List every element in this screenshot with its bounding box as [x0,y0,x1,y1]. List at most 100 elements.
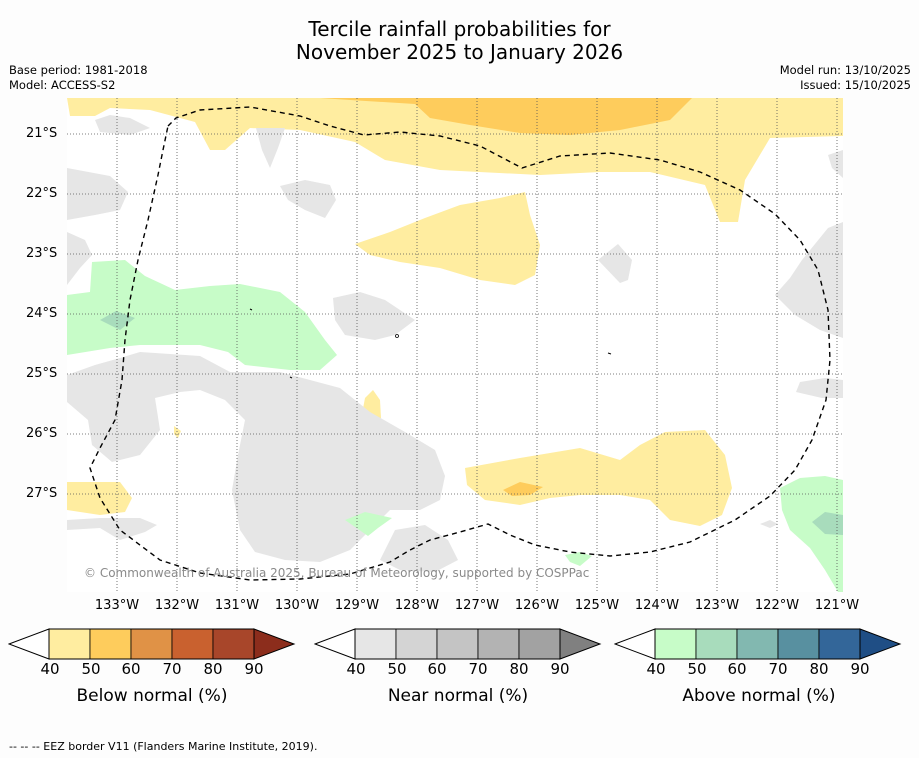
near-normal-region-spike [256,128,285,168]
lat-label: 23°S [26,246,58,261]
colorbar-tick: 90 [550,660,570,678]
below-normal-spot-small [174,426,181,438]
lon-label: 127°W [454,598,500,613]
colorbar-swatch [518,628,561,660]
lon-label: 133°W [94,598,140,613]
colorbar-near-normal [314,628,602,660]
colorbar-tick: 40 [40,660,60,678]
below-normal-50-region [320,98,692,135]
lon-label: 132°W [154,598,200,613]
near-normal-region-left-2 [67,232,92,285]
above-normal-50-region-east [812,512,843,535]
island-marker [607,352,612,355]
colorbar-tick: 50 [687,660,707,678]
colorbar-swatch [171,628,214,660]
issued-date: Issued: 15/10/2025 [800,78,911,92]
colorbar-tick: 60 [427,660,447,678]
lat-label: 21°S [26,126,58,141]
colorbar-swatch [436,628,479,660]
above-normal-region-west [67,260,337,370]
run-info: Model run: 13/10/2025 Issued: 15/10/2025 [780,63,911,93]
colorbar-tick: 40 [646,660,666,678]
colorbar-tick: 70 [162,660,182,678]
near-normal-region-bottom-left [67,518,157,540]
colorbar-tick: 80 [809,660,829,678]
lon-label: 126°W [514,598,560,613]
colorbar-swatch [695,628,738,660]
colorbar-below-normal [8,628,296,660]
colorbar-swatch [736,628,779,660]
colorbar-tick: 40 [346,660,366,678]
above-normal-region-small [565,552,592,566]
lon-label: 129°W [334,598,380,613]
below-normal-region-south-east [465,430,732,526]
colorbar-tick: 50 [81,660,101,678]
lon-label: 123°W [694,598,740,613]
colorbar-tick: 70 [468,660,488,678]
colorbar-swatches [354,628,561,660]
lat-label: 22°S [26,186,58,201]
copyright-notice: © Commonwealth of Australia 2025, Bureau… [84,566,590,580]
near-normal-region-blob-b [333,292,415,340]
island-marker [289,376,293,379]
colorbar-swatch [48,628,91,660]
colorbar-high-arrow [859,628,902,660]
below-normal-region-west [67,482,132,515]
lon-label: 130°W [274,598,320,613]
colorbar-tick: 60 [727,660,747,678]
colorbar-swatch [654,628,697,660]
colorbar-swatches [654,628,861,660]
lat-label: 26°S [26,426,58,441]
lon-label: 122°W [754,598,800,613]
colorbar-title-near: Near normal (%) [387,686,529,706]
map-title: Tercile rainfall probabilities for Novem… [0,18,919,64]
colorbar-tick: 60 [121,660,141,678]
below-normal-region-north [67,98,843,222]
colorbar-swatch [477,628,520,660]
near-normal-region-top-left [95,115,150,135]
below-normal-50-spot [503,482,543,496]
near-normal-region-south [380,525,458,572]
lon-label: 128°W [394,598,440,613]
colorbar-tick: 70 [768,660,788,678]
colorbar-swatch [395,628,438,660]
colorbar-title-above: Above normal (%) [682,686,836,706]
colorbar-tick: 50 [387,660,407,678]
near-normal-region-southwest [67,352,445,562]
colorbar-high-arrow [253,628,296,660]
colorbar-swatch [818,628,861,660]
lon-label: 131°W [214,598,260,613]
colorbar-tick: 90 [850,660,870,678]
above-normal-region-southeast [780,476,843,592]
lon-label: 121°W [814,598,860,613]
model-info: Base period: 1981-2018 Model: ACCESS-S2 [9,63,148,93]
model-run: Model run: 13/10/2025 [779,63,911,77]
island-marker [395,334,399,338]
island-marker [249,308,253,311]
near-normal-region-blob-a [280,180,336,218]
colorbar-swatches [48,628,255,660]
lon-label: 124°W [634,598,680,613]
colorbar-swatch [354,628,397,660]
map-area [67,98,843,592]
colorbar-low-arrow [314,628,356,660]
gridlines [67,98,843,592]
near-normal-region-east-3 [828,150,843,178]
colorbar-swatch [89,628,132,660]
colorbar-swatch [212,628,255,660]
near-normal-region-east [775,222,843,338]
colorbar-title-below: Below normal (%) [76,686,228,706]
below-normal-region-center [355,192,540,285]
colorbar-tick: 90 [244,660,264,678]
colorbar-low-arrow [8,628,50,660]
colorbar-low-arrow [614,628,656,660]
colorbar-high-arrow [559,628,602,660]
title-line-2: November 2025 to January 2026 [295,40,624,64]
colorbar-above-normal [614,628,902,660]
near-normal-region-small [760,520,778,528]
above-normal-50-region-west [100,311,135,330]
base-period: Base period: 1981-2018 [9,63,148,77]
lon-label: 125°W [574,598,620,613]
model-name: Model: ACCESS-S2 [9,78,116,92]
